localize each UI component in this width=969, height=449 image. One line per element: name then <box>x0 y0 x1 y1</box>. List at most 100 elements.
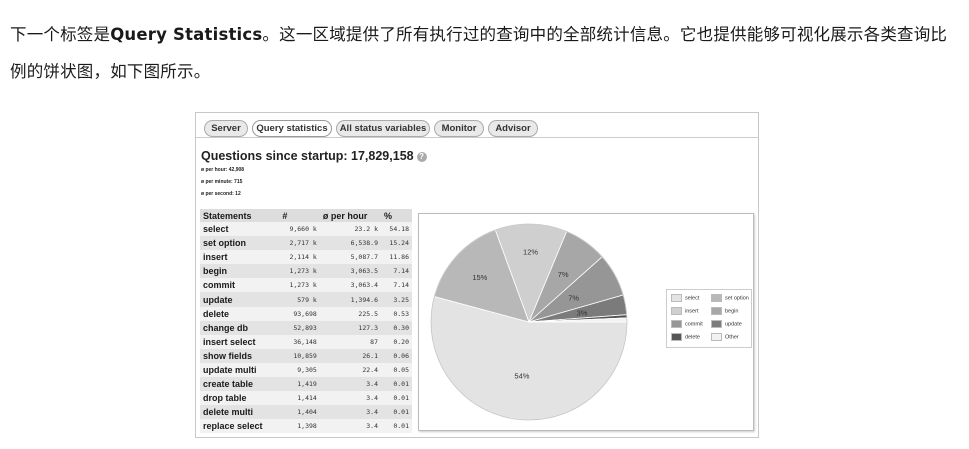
cell-per-hour: 3,063.5 <box>319 264 381 279</box>
table-row: change db 52,893 127.3 0.30 <box>200 320 412 335</box>
legend-label: insert <box>685 308 699 315</box>
legend-swatch <box>671 294 682 302</box>
table-row: update multi 9,305 22.4 0.05 <box>200 362 412 378</box>
legend-swatch <box>711 294 722 302</box>
cell-percent: 0.01 <box>381 419 412 434</box>
legend-item: commit <box>671 320 703 328</box>
cell-percent: 3.25 <box>381 292 412 307</box>
cell-name: set option <box>200 236 280 251</box>
cell-per-hour: 3.4 <box>319 377 381 392</box>
cell-percent: 0.05 <box>381 362 412 378</box>
col-percent: % <box>381 209 412 222</box>
pie-outline <box>430 223 628 421</box>
cell-percent: 54.18 <box>381 222 412 237</box>
cell-count: 9,660 k <box>279 222 320 237</box>
cell-count: 1,414 <box>279 391 320 406</box>
cell-name: replace select <box>200 419 280 434</box>
table-row: begin 1,273 k 3,063.5 7.14 <box>200 264 412 279</box>
cell-percent: 0.20 <box>381 334 412 349</box>
legend-label: commit <box>685 321 703 328</box>
pie-data-label: 7% <box>568 293 579 302</box>
cell-percent: 0.01 <box>381 377 412 392</box>
cell-per-hour: 225.5 <box>319 306 381 321</box>
cell-name: select <box>200 222 280 237</box>
tab-all-status-variables[interactable]: All status variables <box>336 120 430 137</box>
tab-divider <box>196 137 758 138</box>
cell-name: commit <box>200 278 280 293</box>
cell-name: insert <box>200 250 280 265</box>
cell-name: change db <box>200 320 280 335</box>
cell-count: 52,893 <box>279 320 320 335</box>
legend-swatch <box>671 333 682 341</box>
rate-per-hour: ø per hour: 42,908 <box>201 167 245 173</box>
cell-count: 579 k <box>279 292 320 307</box>
pie-data-label: 54% <box>514 371 529 380</box>
cell-per-hour: 87 <box>319 334 381 349</box>
legend-swatch <box>671 307 682 315</box>
cell-count: 93,698 <box>279 306 320 321</box>
cell-count: 2,114 k <box>279 250 320 265</box>
cell-percent: 11.86 <box>381 250 412 265</box>
table-row: delete multi 1,404 3.4 0.01 <box>200 405 412 420</box>
tab-monitor[interactable]: Monitor <box>434 120 484 137</box>
cell-per-hour: 1,394.6 <box>319 292 381 307</box>
cell-name: insert select <box>200 334 280 349</box>
cell-count: 1,404 <box>279 405 320 420</box>
cell-name: show fields <box>200 348 280 363</box>
intro-paragraph: 下一个标签是Query Statistics。这一区域提供了所有执行过的查询中的… <box>10 16 960 90</box>
table-row: commit 1,273 k 3,063.4 7.14 <box>200 278 412 293</box>
pie-data-label: 7% <box>558 270 569 279</box>
cell-name: delete <box>200 306 280 321</box>
tab-server[interactable]: Server <box>204 120 248 137</box>
pie-data-label: 3% <box>577 309 588 318</box>
paragraph-bold-term: Query Statistics <box>110 25 263 44</box>
pie-svg: 54% 15% 12% 7% 7% 3% <box>430 223 628 421</box>
cell-count: 36,148 <box>279 334 320 349</box>
legend-label: select <box>685 295 700 302</box>
rate-per-minute: ø per minute: 715 <box>201 179 243 185</box>
col-statements: Statements <box>200 209 280 222</box>
legend-swatch <box>711 320 722 328</box>
legend-item: Other <box>711 333 739 341</box>
cell-percent: 0.01 <box>381 405 412 420</box>
cell-percent: 0.53 <box>381 306 412 321</box>
statements-table-body: select 9,660 k 23.2 k 54.18 set option 2,717 … <box>200 222 412 434</box>
legend-item: delete <box>671 333 700 341</box>
cell-count: 9,305 <box>279 362 320 378</box>
cell-name: create table <box>200 377 280 392</box>
table-row: insert 2,114 k 5,087.7 11.86 <box>200 250 412 265</box>
table-header-row: Statements # ø per hour % <box>200 209 412 222</box>
legend-label: set option <box>725 295 749 302</box>
cell-count: 1,273 k <box>279 278 320 293</box>
paragraph-text-pre: 下一个标签是 <box>10 25 111 44</box>
cell-per-hour: 3.4 <box>319 405 381 420</box>
cell-count: 1,398 <box>279 419 320 434</box>
legend-swatch <box>711 307 722 315</box>
cell-per-hour: 3.4 <box>319 391 381 406</box>
legend-label: Other <box>725 334 739 341</box>
tab-query-statistics[interactable]: Query statistics <box>252 120 332 137</box>
table-row: select 9,660 k 23.2 k 54.18 <box>200 222 412 237</box>
cell-per-hour: 22.4 <box>319 362 381 378</box>
phpmyadmin-screenshot: Server Query statistics All status varia… <box>195 112 759 438</box>
pie-data-label: 15% <box>472 273 487 282</box>
table-row: set option 2,717 k 6,538.9 15.24 <box>200 236 412 251</box>
legend-item: update <box>711 320 742 328</box>
table-row: replace select 1,398 3.4 0.01 <box>200 419 412 434</box>
cell-per-hour: 6,538.9 <box>319 236 381 251</box>
table-row: update 579 k 1,394.6 3.25 <box>200 292 412 307</box>
col-per-hour: ø per hour <box>319 209 381 222</box>
legend-label: begin <box>725 308 739 315</box>
query-pie-chart: 54% 15% 12% 7% 7% 3% select set option insert be… <box>418 213 754 431</box>
cell-per-hour: 5,087.7 <box>319 250 381 265</box>
cell-per-hour: 127.3 <box>319 320 381 335</box>
rate-per-second: ø per second: 12 <box>201 191 241 197</box>
help-icon[interactable]: ? <box>416 151 427 162</box>
cell-count: 1,419 <box>279 377 320 392</box>
legend-item: set option <box>711 294 749 302</box>
tab-advisor[interactable]: Advisor <box>488 120 538 137</box>
cell-per-hour: 26.1 <box>319 348 381 363</box>
legend-label: delete <box>685 334 700 341</box>
cell-per-hour: 23.2 k <box>319 222 381 237</box>
cell-per-hour: 3.4 <box>319 419 381 434</box>
